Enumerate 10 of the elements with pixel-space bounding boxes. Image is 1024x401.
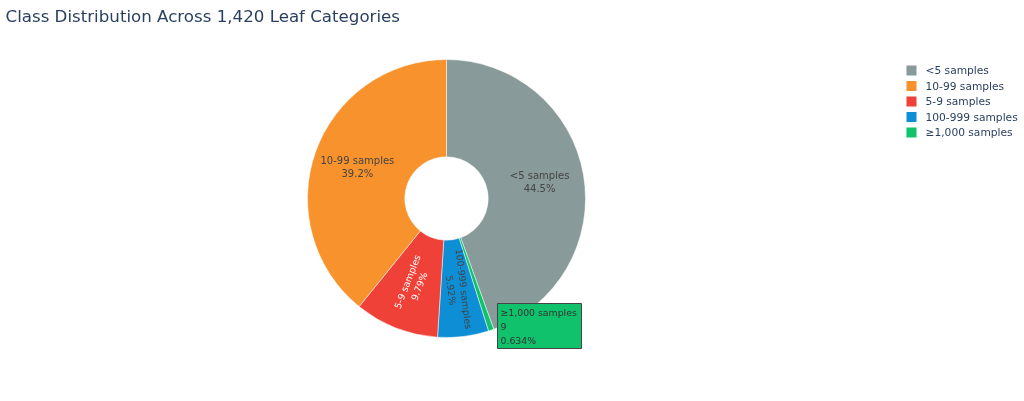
legend-label: 5-9 samples [925,95,992,108]
legend-label: 10-99 samples [925,79,1005,93]
legend-label: ≥1,000 samples [925,126,1014,139]
data-label: 10-99 samples 39.2% [320,155,395,179]
data-label: <5 samples 44.5% [509,170,570,195]
data-label: 100-999 samples 5.92% [444,248,475,330]
text: ≥1,000 samples 9 0.634% [500,306,577,347]
chart-title: Class Distribution Across 1,420 Leaf Categories [5,7,401,26]
legend-label: 100-999 samples [925,110,1019,124]
legend-label: <5 samples [925,64,990,77]
